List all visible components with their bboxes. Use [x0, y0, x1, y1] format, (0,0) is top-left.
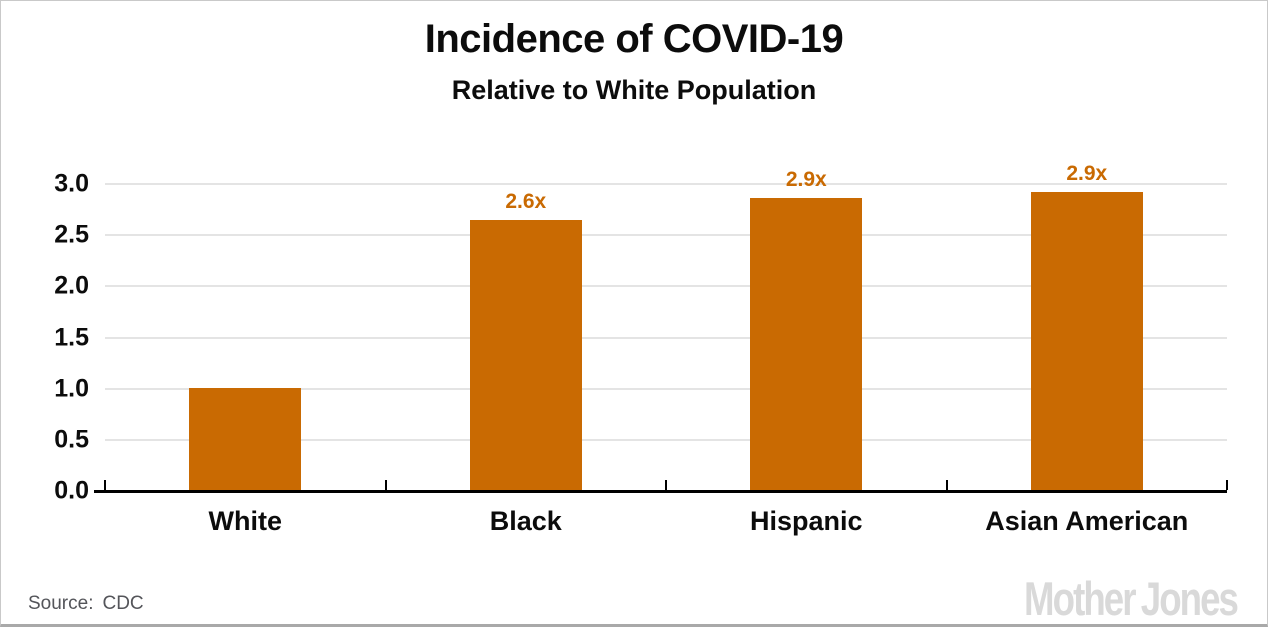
x-axis-tick — [665, 480, 667, 490]
bar-value-label: 2.9x — [1066, 162, 1108, 186]
x-axis-tick — [945, 480, 948, 490]
source-note: Source: CDC — [28, 593, 144, 615]
y-axis-tick-label: 3.0 — [54, 169, 89, 198]
y-axis-tick-label: 1.5 — [54, 323, 89, 351]
bar-asian-american — [1030, 192, 1143, 490]
source-value: CDC — [102, 593, 144, 614]
y-gridline — [105, 438, 1227, 441]
chart-subtitle: Relative to White Population — [451, 75, 817, 105]
x-axis-category-label: Hispanic — [749, 506, 863, 536]
bar-black — [469, 219, 582, 490]
logo-word-jones: Jones — [1140, 572, 1239, 625]
y-axis-tick-label: 1.0 — [54, 374, 89, 403]
mother-jones-logo: Mother Jones — [1024, 571, 1239, 625]
chart-title: Incidence of COVID-19 — [424, 17, 844, 61]
y-gridline — [105, 336, 1227, 339]
y-gridline — [105, 234, 1227, 237]
source-label: Source: — [28, 593, 94, 614]
x-axis-tick — [1226, 480, 1228, 490]
x-axis-category-label: Black — [489, 506, 562, 536]
y-axis-tick-label: 2.5 — [54, 220, 89, 249]
bar-white — [189, 387, 302, 490]
bar-value-label: 2.6x — [505, 189, 547, 213]
y-axis-tick-label: 0.0 — [54, 476, 89, 505]
x-axis-tick — [104, 480, 106, 490]
x-axis-category-label: White — [208, 506, 283, 536]
x-axis-line — [94, 490, 1227, 493]
y-axis-tick-label: 2.0 — [54, 271, 89, 300]
bar-hispanic — [750, 198, 863, 490]
logo-word-mother: Mother — [1024, 572, 1136, 625]
y-gridline — [105, 387, 1227, 390]
x-axis-category-label: Asian American — [985, 506, 1189, 536]
bar-value-label: 2.9x — [785, 168, 827, 192]
y-gridline — [105, 183, 1227, 185]
y-gridline — [105, 285, 1227, 288]
y-axis-tick-label: 0.5 — [54, 425, 89, 454]
x-axis-tick — [384, 480, 387, 490]
